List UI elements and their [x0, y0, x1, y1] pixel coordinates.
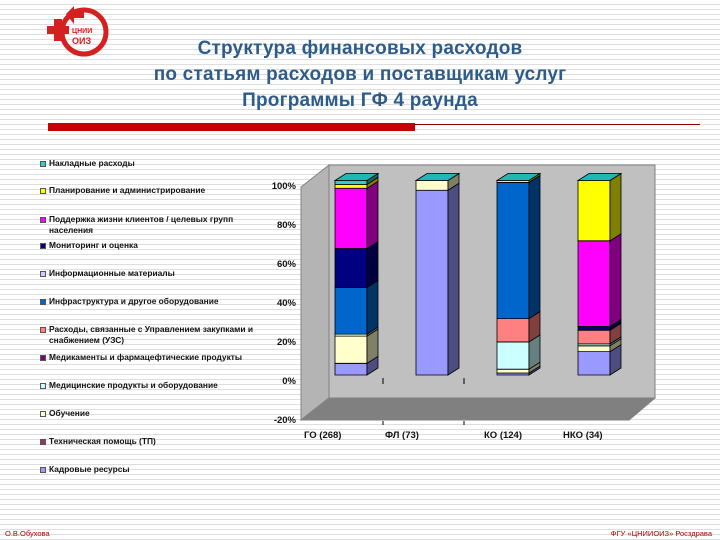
organization-logo: ЦНИИ ОИЗ	[44, 2, 112, 60]
bar-segment-front	[577, 351, 611, 376]
bar-segment-side	[366, 180, 379, 250]
bar-segment-front	[334, 183, 368, 189]
footer-organization: ФГУ «ЦНИИОИЗ» Росздрава	[610, 529, 712, 538]
bar-segment-side	[447, 182, 460, 376]
legend-swatch	[40, 327, 46, 333]
y-tick-label: 20%	[276, 337, 296, 348]
legend-label: Медицинские продукты и оборудование	[49, 380, 218, 390]
bar-segment-front	[334, 287, 368, 335]
bar-segment-front	[577, 180, 611, 242]
legend-label: Расходы, связанные с Управлением закупка…	[49, 324, 253, 345]
footer-author: О.В.Обухова	[5, 529, 50, 538]
title-line-2: по статьям расходов и поставщикам услуг	[153, 64, 567, 85]
bar-segment-front	[334, 180, 368, 185]
bar-segment-front	[415, 180, 449, 191]
legend-label: Планирование и администрирование	[49, 185, 206, 195]
y-tick-label: -20%	[273, 415, 296, 426]
legend-swatch	[40, 439, 46, 445]
x-category-label: ФЛ (73)	[385, 430, 419, 441]
legend-label: Медикаменты и фармацефтические продукты	[49, 352, 243, 362]
bar-segment-front	[496, 341, 530, 370]
x-category-label: ГО (268)	[304, 430, 342, 441]
bar-segment-front	[334, 335, 368, 364]
bar-segment-side	[609, 172, 622, 242]
legend-label: Информационные материалы	[49, 268, 175, 278]
legend-swatch	[40, 467, 46, 473]
page-title: Структура финансовых расходов по статьям…	[100, 36, 620, 114]
bar-segment-front	[334, 248, 368, 288]
bar-segment-side	[366, 240, 379, 289]
legend-swatch	[40, 355, 46, 361]
legend-label: Мониторинг и оценка	[49, 240, 138, 250]
y-tick-label: 60%	[276, 259, 296, 270]
bar-top-face	[576, 173, 623, 181]
x-category-label: КО (124)	[484, 430, 523, 441]
legend-label: Техническая помощь (ТП)	[49, 436, 156, 446]
y-tick-label: 100%	[271, 181, 296, 192]
svg-text:ЦНИИ: ЦНИИ	[72, 28, 92, 35]
bar-top-face	[414, 173, 461, 181]
legend-label: Инфраструктура и другое оборудование	[49, 296, 219, 306]
legend-swatch	[40, 383, 46, 389]
bar-segment-front	[496, 182, 530, 319]
y-tick-label: 0%	[282, 376, 296, 387]
title-line-1: Структура финансовых расходов	[197, 38, 523, 59]
legend-swatch	[40, 161, 46, 167]
bar-segment-front	[334, 362, 368, 376]
bar-segment-side	[528, 174, 541, 320]
y-tick-label: 40%	[276, 298, 296, 309]
bar-segment-front	[496, 318, 530, 343]
bar-segment-front	[577, 240, 611, 327]
legend-swatch	[40, 411, 46, 417]
bar-segment-front	[415, 189, 449, 376]
legend-swatch	[40, 243, 46, 249]
title-line-3: Программы ГФ 4 раунда	[242, 90, 478, 111]
legend-label: Обучение	[49, 408, 90, 418]
bar-segment-front	[577, 329, 611, 345]
bar-segment-front	[577, 345, 611, 353]
legend-label: Кадровые ресурсы	[49, 464, 130, 474]
bar-segment-side	[366, 279, 379, 335]
legend-swatch	[40, 271, 46, 277]
bar-segment-side	[609, 233, 622, 328]
legend-label: Поддержка жизни клиентов / целевых групп…	[49, 214, 234, 235]
bar-top-face	[495, 173, 542, 181]
bar-segment-front	[334, 187, 368, 249]
title-underline-line	[415, 124, 700, 125]
title-underline-bar	[48, 123, 415, 131]
legend-label: Накладные расходы	[49, 158, 135, 168]
bar-segment-front	[496, 368, 530, 374]
legend-swatch	[40, 299, 46, 305]
legend-swatch	[40, 217, 46, 223]
legend-swatch	[40, 188, 46, 194]
y-tick-label: 80%	[276, 220, 296, 231]
x-category-label: НКО (34)	[563, 430, 603, 441]
svg-text:ОИЗ: ОИЗ	[72, 36, 91, 46]
bar-top-face	[333, 173, 380, 181]
bar-segment-front	[577, 325, 611, 331]
